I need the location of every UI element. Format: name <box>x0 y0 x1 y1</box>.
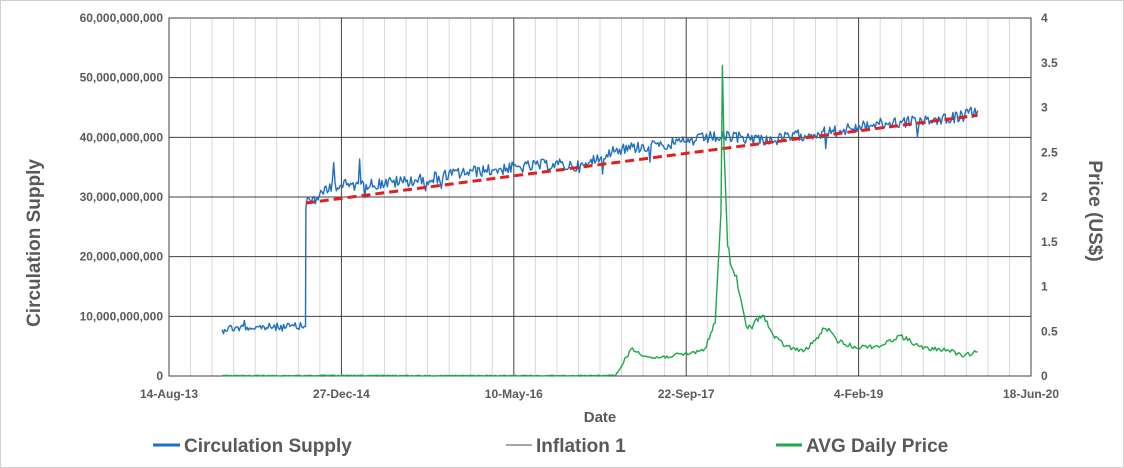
y-right-tick-label: 0.5 <box>1041 324 1058 338</box>
x-tick-labels: 14-Aug-13 27-Dec-14 10-May-16 22-Sep-17 4-Fe… <box>140 387 1059 401</box>
legend: Circulation Supply Inflation 1 AVG Daily… <box>153 436 948 457</box>
y-left-tick-labels: 0 10,000,000,000 20,000,000,000 30,000,000,… <box>80 11 164 383</box>
series-line-avg-daily-price <box>221 64 978 377</box>
y-right-tick-label: 1 <box>1041 280 1048 294</box>
y-left-tick-label: 40,000,000,000 <box>80 130 164 144</box>
x-tick-label: 4-Feb-19 <box>834 387 884 401</box>
y-left-tick-label: 0 <box>156 369 163 383</box>
series-line-circulation-supply <box>221 106 979 335</box>
series-layer <box>221 64 979 377</box>
grid <box>169 18 1031 376</box>
y-right-tick-label: 0 <box>1041 369 1048 383</box>
y-left-tick-label: 50,000,000,000 <box>80 71 164 85</box>
x-tick-label: 10-May-16 <box>485 387 543 401</box>
y-right-tick-label: 4 <box>1041 11 1048 25</box>
y-right-tick-label: 2.5 <box>1041 145 1058 159</box>
y-left-tick-label: 60,000,000,000 <box>80 11 164 25</box>
y-right-axis-title: Price (US$) <box>1084 160 1105 261</box>
y-left-tick-label: 10,000,000,000 <box>80 309 164 323</box>
x-axis-title: Date <box>584 409 617 426</box>
y-right-tick-label: 2 <box>1041 190 1048 204</box>
y-right-tick-labels: 0 0.5 1 1.5 2 2.5 3 3.5 4 <box>1041 11 1058 383</box>
legend-label-inflation-1: Inflation 1 <box>536 436 626 457</box>
legend-label-circulation-supply: Circulation Supply <box>184 436 352 457</box>
x-tick-label: 18-Jun-20 <box>1003 387 1059 401</box>
x-tick-label: 22-Sep-17 <box>658 387 715 401</box>
x-tick-label: 14-Aug-13 <box>140 387 198 401</box>
legend-label-avg-daily-price: AVG Daily Price <box>806 436 948 457</box>
y-right-tick-label: 3 <box>1041 101 1048 115</box>
y-left-axis-title: Circulation Supply <box>24 159 45 327</box>
y-right-tick-label: 1.5 <box>1041 235 1058 249</box>
y-right-tick-label: 3.5 <box>1041 56 1058 70</box>
series-line-inflation-1 <box>305 113 978 205</box>
x-tick-label: 27-Dec-14 <box>313 387 370 401</box>
y-left-tick-label: 20,000,000,000 <box>80 250 164 264</box>
y-left-tick-label: 30,000,000,000 <box>80 190 164 204</box>
